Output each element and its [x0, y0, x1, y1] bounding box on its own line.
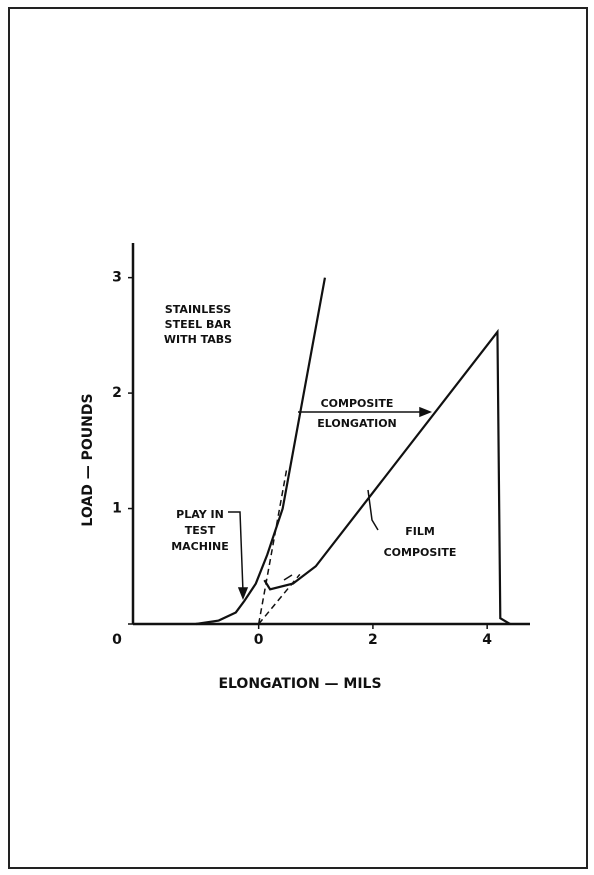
y-tick-label: 1 — [112, 501, 122, 517]
leaders — [228, 406, 433, 601]
y-tick-label: 0 — [112, 632, 122, 648]
x-tick-label: 2 — [368, 632, 378, 648]
page-frame — [8, 7, 588, 869]
arrow-head — [419, 406, 433, 418]
annotation: WITH TABS — [164, 333, 232, 346]
annotation: MACHINE — [171, 540, 229, 553]
annotation: FILM — [405, 525, 435, 538]
leader — [228, 511, 244, 593]
line-series — [257, 469, 288, 625]
y-tick-label: 2 — [112, 385, 122, 401]
leader — [367, 489, 379, 531]
y-tick-label: 3 — [112, 270, 122, 286]
annotation: STEEL BAR — [165, 318, 232, 331]
line-series — [195, 277, 327, 626]
annotation: COMPOSITE — [321, 397, 394, 410]
annotation: PLAY IN — [176, 508, 224, 521]
x-axis-title: ELONGATION — MILS — [218, 676, 381, 692]
x-tick-label: 4 — [482, 632, 492, 648]
arrow-head — [237, 587, 249, 601]
x-tick-label: 0 — [254, 632, 264, 648]
annotation: TEST — [185, 524, 216, 537]
annotation: STAINLESS — [165, 303, 231, 316]
line-series — [258, 573, 301, 625]
annotation: ELONGATION — [317, 417, 397, 430]
line-series — [263, 328, 511, 625]
annotation: COMPOSITE — [384, 546, 457, 559]
y-axis-title: LOAD — POUNDS — [80, 393, 96, 526]
leader — [283, 574, 293, 581]
